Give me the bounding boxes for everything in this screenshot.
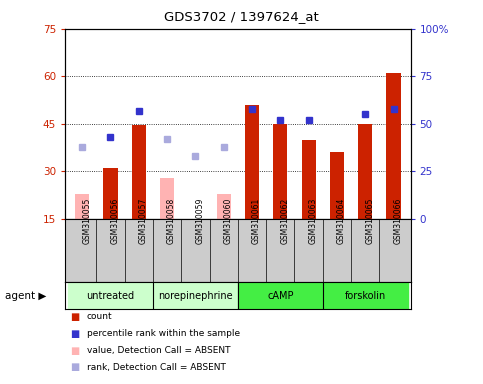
Text: GSM310063: GSM310063 (309, 198, 318, 244)
Bar (75, 194, 89, 219)
Text: count: count (87, 312, 113, 321)
Bar (217, 194, 231, 219)
Text: percentile rank within the sample: percentile rank within the sample (87, 329, 240, 338)
Text: GSM310066: GSM310066 (394, 198, 402, 244)
Text: agent ▶: agent ▶ (5, 291, 46, 301)
Text: GSM310064: GSM310064 (337, 198, 346, 244)
Bar (68, 282, 153, 309)
Bar (273, 124, 287, 219)
Bar (238, 282, 323, 309)
Text: untreated: untreated (86, 291, 135, 301)
Text: cAMP: cAMP (267, 291, 294, 301)
Bar (103, 168, 117, 219)
Text: GDS3702 / 1397624_at: GDS3702 / 1397624_at (164, 10, 319, 23)
Text: GSM310060: GSM310060 (224, 198, 233, 244)
Text: GSM310055: GSM310055 (82, 198, 91, 244)
Bar (245, 105, 259, 219)
Bar (301, 140, 316, 219)
Text: GSM310065: GSM310065 (365, 198, 374, 244)
Text: GSM310058: GSM310058 (167, 198, 176, 244)
Text: GSM310059: GSM310059 (196, 198, 204, 244)
Bar (132, 126, 146, 219)
Text: ■: ■ (70, 346, 79, 356)
Text: ■: ■ (70, 329, 79, 339)
Text: GSM310061: GSM310061 (252, 198, 261, 244)
Text: forskolin: forskolin (345, 291, 386, 301)
Text: ■: ■ (70, 312, 79, 322)
Text: GSM310062: GSM310062 (280, 198, 289, 244)
Bar (160, 178, 174, 219)
Bar (386, 73, 400, 219)
Text: GSM310057: GSM310057 (139, 198, 148, 244)
Text: GSM310056: GSM310056 (111, 198, 119, 244)
Bar (358, 124, 372, 219)
Text: value, Detection Call = ABSENT: value, Detection Call = ABSENT (87, 346, 230, 355)
Bar (330, 152, 344, 219)
Bar (323, 282, 408, 309)
Bar (153, 282, 238, 309)
Text: norepinephrine: norepinephrine (158, 291, 233, 301)
Text: rank, Detection Call = ABSENT: rank, Detection Call = ABSENT (87, 363, 226, 372)
Text: ■: ■ (70, 362, 79, 372)
